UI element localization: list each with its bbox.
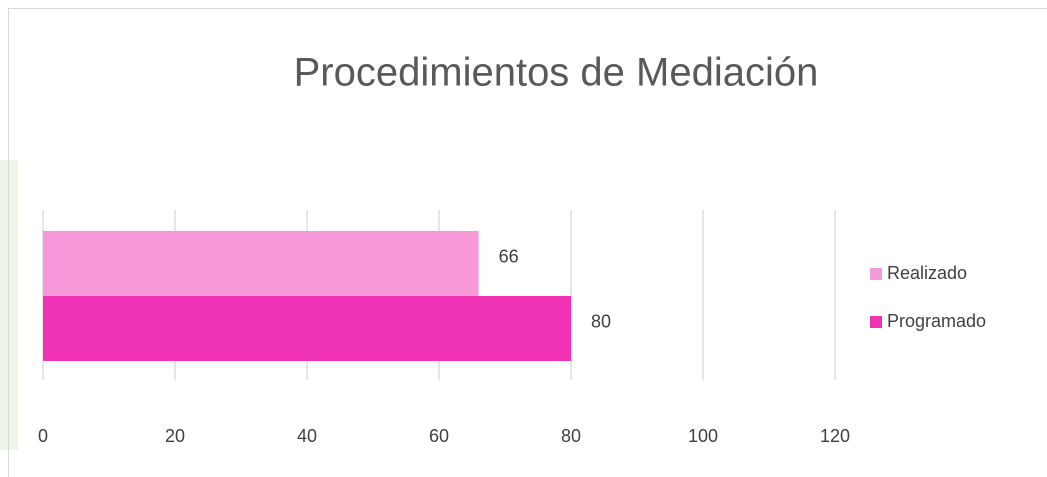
x-tick-label: 40 (297, 426, 317, 446)
x-tick-label: 120 (820, 426, 850, 446)
data-label: 80 (591, 311, 611, 331)
x-tick-label: 100 (688, 426, 718, 446)
x-tick-label: 80 (561, 426, 581, 446)
legend-label: Programado (887, 311, 986, 331)
legend-label: Realizado (887, 263, 967, 283)
data-label: 66 (499, 246, 519, 266)
bar (43, 296, 571, 361)
chart-frame (8, 8, 1047, 477)
x-tick-label: 20 (165, 426, 185, 446)
bar (43, 231, 479, 296)
x-tick-label: 0 (38, 426, 48, 446)
legend-swatch (870, 268, 882, 280)
x-tick-label: 60 (429, 426, 449, 446)
legend-swatch (870, 316, 882, 328)
chart-title: Procedimientos de Mediación (294, 51, 819, 95)
